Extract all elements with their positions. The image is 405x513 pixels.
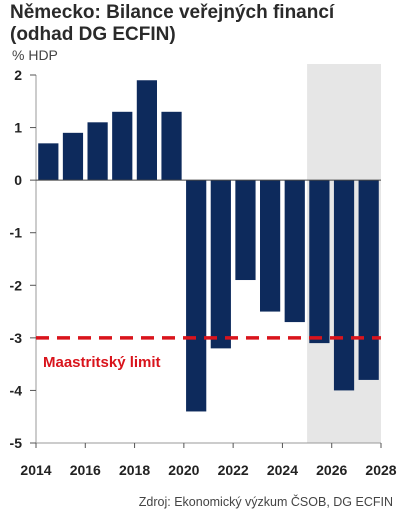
- bar-2021: [210, 180, 231, 349]
- y-tick-label: -3: [10, 330, 23, 346]
- bar-2026: [333, 180, 355, 391]
- x-tick-label: 2024: [267, 462, 298, 478]
- bar-2015: [62, 132, 84, 181]
- y-tick-label: -2: [10, 277, 23, 293]
- bar-2024: [284, 180, 305, 323]
- bar-2027: [358, 180, 379, 380]
- bar-2018: [136, 80, 157, 181]
- bar-2016: [87, 122, 108, 181]
- x-tick-label: 2016: [70, 462, 101, 478]
- bar-2017: [112, 111, 133, 181]
- x-tick-label: 2018: [119, 462, 150, 478]
- bar-2019: [161, 111, 182, 181]
- x-tick-label: 2022: [218, 462, 249, 478]
- y-axis-unit: % HDP: [12, 47, 58, 63]
- x-tick-label: 2014: [20, 462, 51, 478]
- source-note: Zdroj: Ekonomický výzkum ČSOB, DG ECFIN: [138, 495, 393, 509]
- bar-2022: [235, 180, 256, 281]
- y-tick-label: -5: [10, 435, 23, 451]
- chart-title: Německo: Bilance veřejných financí (odha…: [10, 2, 335, 45]
- x-tick-label: 2028: [365, 462, 396, 478]
- bar-2025: [309, 180, 330, 344]
- bar-2014: [38, 143, 59, 181]
- y-tick-label: -1: [10, 225, 23, 241]
- x-tick-label: 2020: [168, 462, 199, 478]
- bar-2023: [260, 180, 281, 312]
- y-tick-label: 1: [14, 120, 22, 136]
- bar-2020: [186, 180, 207, 412]
- maastricht-limit-label: Maastritský limit: [43, 354, 161, 371]
- y-tick-label: 0: [14, 172, 22, 188]
- y-tick-label: 2: [14, 67, 22, 83]
- x-tick-label: 2026: [316, 462, 347, 478]
- y-tick-label: -4: [10, 382, 23, 398]
